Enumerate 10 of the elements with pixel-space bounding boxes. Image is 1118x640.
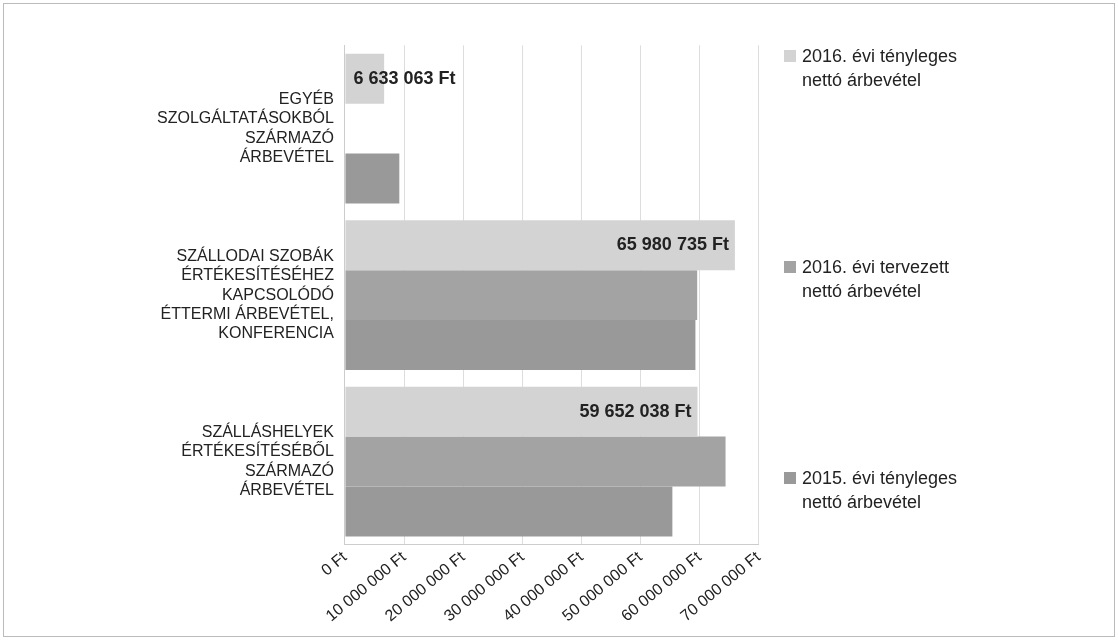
y-tick-label: SZÁLLÁSHELYEK ÉRTÉKESÍTÉSÉBŐL SZÁRMAZÓ ÁRBEVÉTEL [181,422,335,498]
data-label: 6 633 063 Ft [353,67,456,88]
data-label: 65 980 735 Ft [616,234,729,255]
y-tick-label: EGYÉB SZOLGÁLTATÁSOKBÓL SZÁRMAZÓ ÁRBEVÉTEL [157,89,335,165]
data-label: 59 652 038 Ft [579,400,692,421]
legend-label: 2015. évi tényleges nettó árbevétel [802,467,959,514]
legend-label: 2016. évi tényleges nettó árbevétel [802,45,959,92]
legend-label: 2016. évi tervezett nettó árbevétel [802,256,951,303]
x-tick-label: 0 Ft [317,547,351,579]
y-tick-label: SZÁLLODAI SZOBÁK ÉRTÉKESÍTÉSÉHEZ KAPCSOLÓDÓ ÉTTERMI ÁRBEVÉTEL, KONFERENCIA [160,246,335,341]
